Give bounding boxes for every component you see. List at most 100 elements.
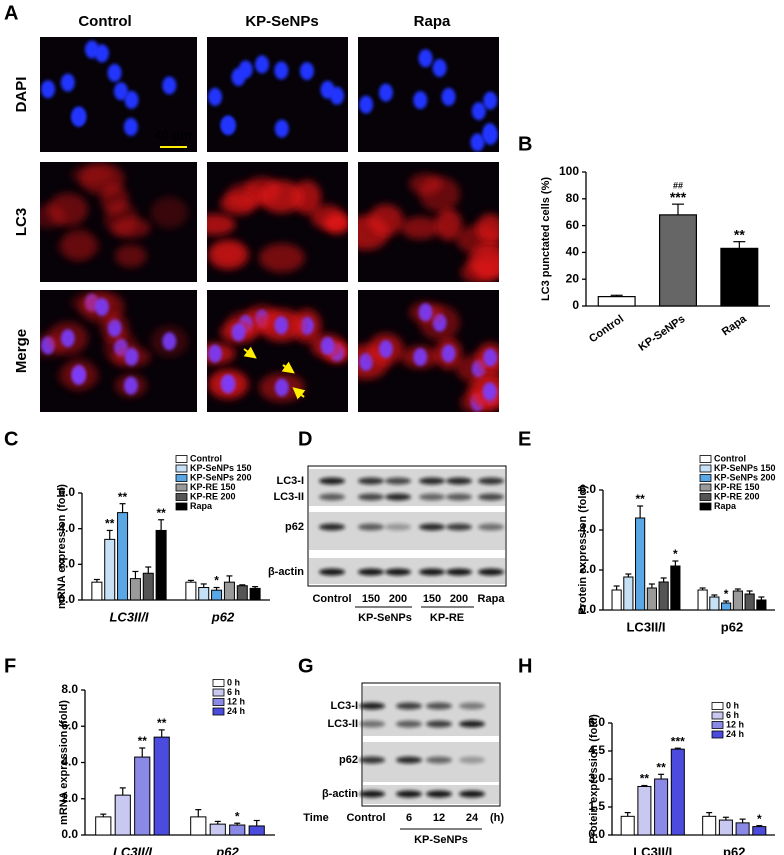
blot-band [359,702,385,710]
micrograph [40,37,197,152]
significance: * [235,809,240,823]
bar [129,578,141,601]
cytoplasm [47,193,89,227]
y-tick-label: 60 [566,218,580,232]
blot-band [478,493,504,501]
legend-swatch [699,493,712,501]
legend-label: Control [190,453,222,463]
micrograph-content [207,305,348,402]
bar [198,587,210,601]
y-tick-label: 40 [566,245,580,259]
panel-letter: E [518,428,531,450]
nucleus [71,366,86,385]
nucleus [162,76,177,95]
cytoplasm [207,213,236,236]
nucleus [274,61,289,80]
bar [95,816,112,836]
legend-label: 12 h [726,719,744,729]
unit-label: (h) [490,812,504,824]
bar [236,585,248,601]
panel-letter: H [518,655,532,677]
nucleus [123,376,138,395]
x-tick-label: LC3II/I [113,844,152,855]
bar [654,778,669,836]
nucleus [378,83,393,102]
blot-band [358,477,384,485]
nucleus [60,329,75,348]
blot-strip [309,469,505,506]
micrograph [40,290,197,412]
blot-band [319,523,345,531]
significance: *** [670,189,687,205]
legend-swatch [212,688,225,697]
micrograph [207,37,348,152]
legend-label: KP-SeNPs 150 [714,463,776,473]
legend-swatch [711,730,724,739]
blot-band [426,702,452,710]
legend-swatch [175,502,188,511]
lane-label: 6 [406,812,412,824]
nucleus [483,91,498,110]
bar [670,565,681,611]
band-label: β-actin [322,788,358,800]
legend-swatch [175,483,188,492]
arrow [281,361,295,374]
band-label: p62 [339,754,358,766]
blot-band [385,523,411,531]
legend-label: KP-SeNPs 150 [190,463,252,473]
y-axis-label: LC3 punctated cells (%) [540,177,552,301]
bar [117,512,129,601]
y-tick-label: 0.0 [579,602,596,616]
lane-label: 200 [450,593,468,605]
bar [620,815,635,836]
legend-swatch [711,702,724,710]
x-tick-label: KP-SeNPs [636,313,687,354]
bar [658,581,669,611]
x-tick-label: Rapa [720,313,750,339]
x-tick-label: p62 [721,619,743,634]
bar [670,748,685,836]
y-axis-label: Protein expression (fold) [588,714,600,844]
legend-label: 12 h [227,696,245,706]
blot-band [446,523,472,531]
cytoplasm [468,243,499,280]
bar [702,815,717,836]
cytoplasm [57,233,100,260]
micrograph-content [40,162,189,268]
bar [721,602,732,611]
blot-band [426,756,452,764]
blot-band [319,568,345,576]
nucleus [482,382,497,401]
significance: *** [671,734,685,748]
lane-label: Rapa [478,593,506,605]
nucleus [162,332,177,351]
micrograph-content [358,301,499,412]
panel-letter: G [298,655,314,677]
nucleus [60,73,75,92]
bar [646,587,657,611]
cytoplasm [220,192,257,215]
blot-band [358,493,384,501]
nucleus [71,108,86,127]
y-tick-label: 8.0 [61,682,78,696]
y-tick-label: 4.0 [61,755,78,769]
bar [249,587,261,601]
group-label: KP-SeNPs [414,834,468,846]
blot-band [396,756,422,764]
significance: ** [635,492,645,506]
legend-label: KP-SeNPs 200 [714,472,776,482]
significance: ** [656,761,666,775]
blot-band [478,477,504,485]
blot-band [358,568,384,576]
bar [248,825,265,836]
bar [91,581,103,601]
nucleus [470,133,485,152]
band-label: LC3-I [277,475,305,487]
legend-swatch [699,464,712,473]
y-tick-label: 6.0 [579,482,596,496]
bar [718,819,733,836]
nucleus [359,95,374,114]
row-title: LC3 [13,208,30,236]
nucleus [413,348,428,367]
row-title: DAPI [13,77,30,113]
